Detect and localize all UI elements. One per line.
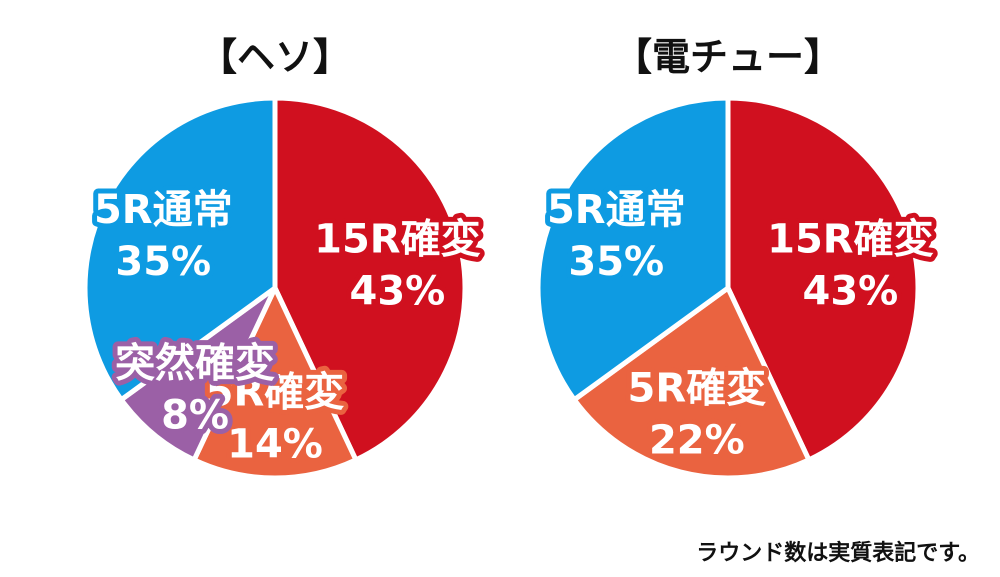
pie-slice [535,95,731,403]
chart-title: 【ヘソ】 [199,35,351,79]
slice-value-label: 8% [161,393,229,439]
chart-title: 【電チュー】 [614,35,842,79]
slice-label: 5R確変 [627,365,766,411]
slice-value-label: 35% [568,239,664,285]
slice-value-label: 35% [115,239,211,285]
slice-label: 15R確変 [767,217,933,263]
slice-value-label: 43% [350,269,446,315]
denchu-pie-chart: 【電チュー】 15R確変 43% 5R確変 22% 5R通常 35% [535,35,939,481]
slice-value-label: 43% [803,269,899,315]
slice-label-group: 5R確変 22% [622,360,771,468]
slice-label-group: 突然確変 8% [110,336,280,444]
slice-label-group: 15R確変 43% [309,212,485,320]
slice-label-group: 5R確変 14% [201,364,350,472]
heso-pie-chart: 【ヘソ】 15R確変 43% 5R確変 14% 突然確変 8% 5R通常 35% [82,35,486,481]
slice-label: 5R通常 [547,187,686,233]
slice-value-label: 14% [227,421,323,467]
pie-slice [571,285,812,481]
footnote: ラウンド数は実質表記です。 [696,540,980,566]
pie-slice [191,285,359,481]
slice-label: 15R確変 [314,217,480,263]
pie-slice [725,95,921,463]
slice-label: 5R通常 [94,187,233,233]
slice-label-group: 15R確変 43% [762,212,938,320]
slice-value-label: 22% [649,417,745,463]
slice-label: 5R確変 [206,369,345,415]
pie-slice [272,95,468,463]
slice-label: 突然確変 [115,341,275,387]
pie-slice [82,95,278,403]
slice-label-group: 5R通常 35% [542,182,691,290]
slice-label-group: 5R通常 35% [89,182,238,290]
